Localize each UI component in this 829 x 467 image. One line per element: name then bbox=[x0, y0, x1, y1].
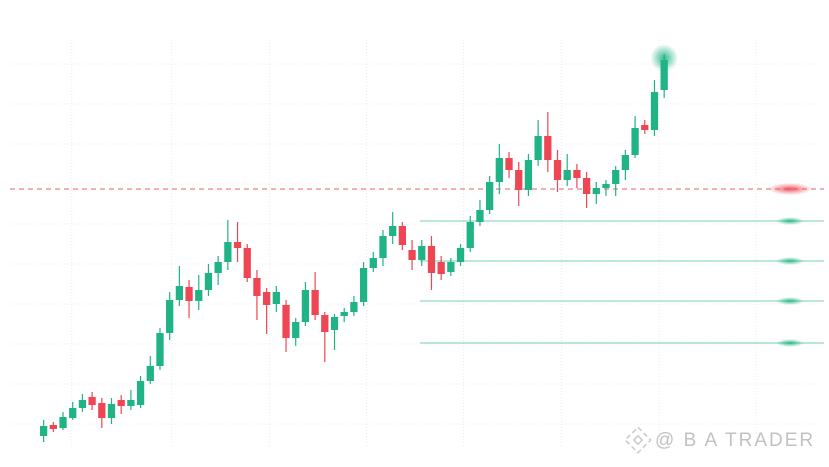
candle-body bbox=[621, 155, 630, 170]
candle-body bbox=[272, 292, 280, 304]
candle-body bbox=[185, 287, 193, 301]
candle-body bbox=[602, 184, 610, 188]
candle-body bbox=[379, 236, 387, 258]
candles bbox=[39, 44, 679, 442]
candle-body bbox=[127, 400, 135, 406]
candle-body bbox=[340, 312, 348, 316]
candle-body bbox=[524, 160, 533, 190]
candle-body bbox=[233, 242, 242, 248]
candle-body bbox=[263, 292, 271, 305]
candle-body bbox=[359, 268, 368, 302]
last-price-glow bbox=[650, 44, 679, 72]
candle-body bbox=[146, 366, 154, 381]
candle-body bbox=[505, 158, 513, 170]
candle-body bbox=[224, 242, 232, 262]
candle-body bbox=[156, 333, 164, 366]
candle-body bbox=[321, 315, 329, 332]
candle-body bbox=[650, 92, 659, 130]
candle-body bbox=[253, 278, 261, 296]
candle-body bbox=[592, 188, 600, 194]
candle-body bbox=[641, 125, 649, 130]
level-glow bbox=[768, 183, 812, 195]
candle-body bbox=[166, 300, 174, 333]
candle-body bbox=[418, 246, 426, 260]
candle-body bbox=[389, 226, 397, 236]
candle-body bbox=[78, 400, 87, 408]
level-glow bbox=[776, 217, 804, 225]
candle-body bbox=[214, 262, 222, 273]
candle-body bbox=[573, 170, 581, 178]
candle-body bbox=[311, 290, 319, 315]
levels bbox=[10, 183, 824, 347]
candle-body bbox=[88, 397, 96, 405]
candle-body bbox=[398, 226, 407, 245]
candle-body bbox=[69, 408, 77, 418]
candle-body bbox=[563, 170, 571, 180]
candle-body bbox=[369, 258, 377, 268]
candle-body bbox=[553, 160, 562, 180]
candle-body bbox=[437, 262, 445, 274]
candle-body bbox=[544, 136, 552, 160]
candle-body bbox=[495, 158, 503, 182]
candle-body bbox=[204, 273, 213, 290]
candle-body bbox=[292, 322, 300, 338]
candle-body bbox=[282, 305, 290, 338]
candle-body bbox=[631, 128, 639, 155]
candle-body bbox=[195, 290, 203, 301]
candle-body bbox=[350, 302, 358, 312]
candle-body bbox=[456, 248, 465, 262]
level-glow bbox=[776, 257, 804, 265]
candle-body bbox=[117, 400, 125, 406]
watermark: @ B A TRADER bbox=[624, 426, 815, 454]
candle-body bbox=[98, 403, 106, 418]
candle-body bbox=[612, 170, 620, 184]
watermark-text: @ B A TRADER bbox=[655, 430, 815, 451]
candle-body bbox=[49, 425, 57, 429]
candle-body bbox=[301, 290, 310, 322]
candle-body bbox=[330, 317, 339, 330]
grid bbox=[10, 40, 819, 446]
candle-body bbox=[243, 248, 251, 278]
candle-body bbox=[660, 60, 668, 90]
candle-body bbox=[39, 426, 48, 436]
level-glow bbox=[776, 297, 804, 305]
candle-body bbox=[408, 250, 416, 260]
candle-body bbox=[59, 417, 67, 428]
candle-body bbox=[175, 286, 184, 300]
candle-body bbox=[107, 404, 116, 418]
candle-body bbox=[466, 222, 474, 248]
candle-body bbox=[136, 381, 145, 405]
candle-body bbox=[486, 182, 494, 210]
candle-body bbox=[534, 136, 542, 160]
candle-body bbox=[582, 178, 591, 194]
candle-body bbox=[476, 210, 484, 222]
watermark-logo bbox=[624, 426, 652, 454]
candle-body bbox=[515, 170, 523, 190]
level-glow bbox=[776, 339, 804, 347]
candle-body bbox=[447, 262, 455, 272]
candle-body bbox=[427, 246, 436, 273]
